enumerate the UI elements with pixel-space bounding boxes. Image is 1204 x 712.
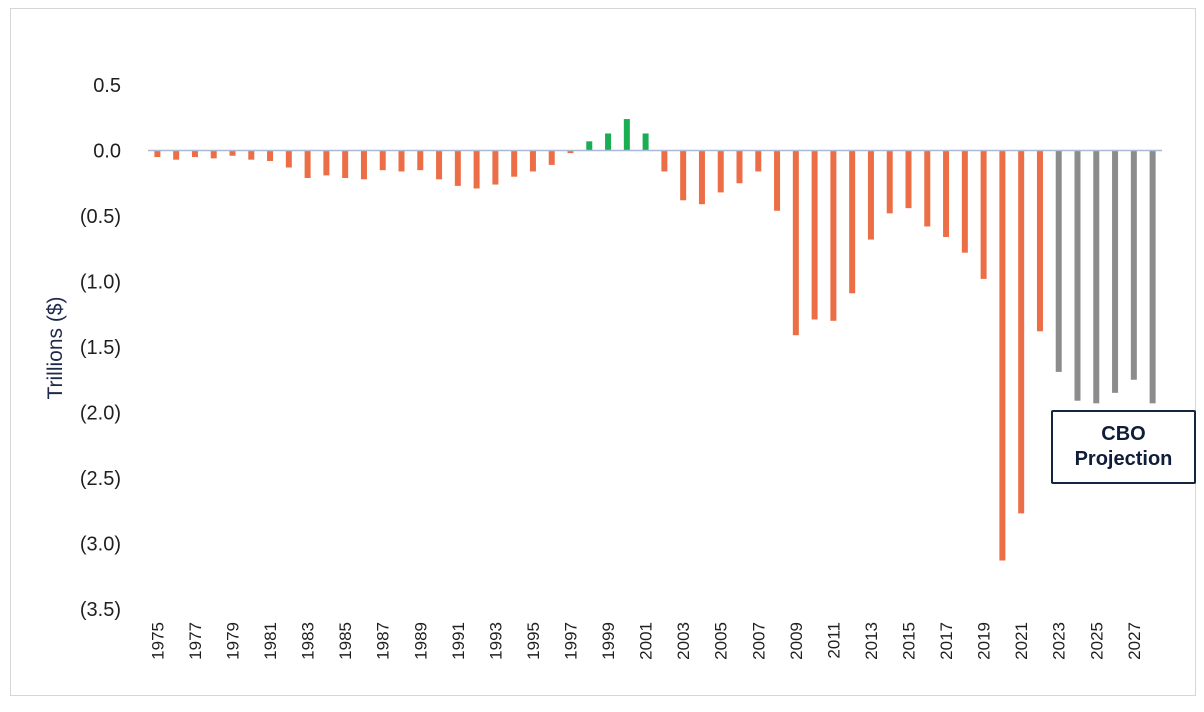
x-tick-label: 1987 [374,622,393,660]
x-tick-label: 2015 [900,622,919,660]
annotation-line-2: Projection [1074,448,1173,470]
bar-2014 [886,150,893,214]
bar-1996 [548,150,555,165]
y-tick-label: (3.0) [80,534,121,556]
bar-2020 [999,150,1006,561]
bar-2027 [1130,150,1137,380]
x-tick-label: 1993 [486,622,505,660]
bar-1982 [285,150,292,168]
y-tick-label: (0.5) [80,206,121,228]
bar-1984 [323,150,330,176]
y-tick-label: 0.0 [93,141,121,163]
bar-2007 [755,150,762,172]
x-tick-label: 1983 [299,622,318,660]
x-tick-label: 2025 [1087,622,1106,660]
bar-2013 [867,150,874,240]
x-tick-label: 1997 [562,622,581,660]
bar-1990 [436,150,443,180]
x-tick-label: 1979 [224,622,243,660]
bar-1979 [229,150,236,156]
bar-2005 [717,150,724,193]
bar-1992 [473,150,480,189]
bar-2024 [1074,150,1081,401]
bar-1975 [154,150,161,158]
bar-1983 [304,150,311,179]
x-tick-label: 1977 [186,622,205,660]
bar-2003 [680,150,687,201]
bar-2021 [1018,150,1025,514]
y-tick-label: (2.5) [80,468,121,490]
y-tick-label: (3.5) [80,599,121,621]
bar-2004 [698,150,705,205]
bar-1980 [248,150,255,160]
bar-1994 [511,150,518,177]
bar-1989 [417,150,424,171]
x-tick-label: 2027 [1125,622,1144,660]
bar-1981 [267,150,274,161]
bar-1987 [379,150,386,171]
x-tick-label: 1981 [261,622,280,660]
bar-2008 [774,150,781,211]
bar-1993 [492,150,499,185]
bar-2006 [736,150,743,184]
x-tick-label: 1991 [449,622,468,660]
bar-2028 [1149,150,1156,404]
bar-2001 [642,133,649,151]
bar-2009 [792,150,799,336]
bar-1988 [398,150,405,172]
x-tick-label: 2009 [787,622,806,660]
bar-1986 [360,150,367,180]
bar-2026 [1112,150,1119,393]
x-tick-label: 1975 [148,622,167,660]
x-tick-label: 1985 [336,622,355,660]
bar-1991 [454,150,461,186]
x-tick-label: 2021 [1012,622,1031,660]
bar-2000 [623,119,630,151]
bar-2025 [1093,150,1100,404]
x-tick-label: 1999 [599,622,618,660]
x-tick-label: 2011 [824,622,843,659]
x-tick-label: 2003 [674,622,693,660]
y-axis-label: Trillions ($) [44,296,67,399]
bar-2010 [811,150,818,320]
x-tick-label: 2019 [975,622,994,660]
y-tick-label: 0.5 [93,75,121,97]
chart-frame [10,8,1196,696]
bar-2016 [924,150,931,227]
bar-1995 [529,150,536,172]
x-tick-label: 2013 [862,622,881,660]
x-tick-label: 2001 [637,622,656,660]
x-tick-label: 2007 [749,622,768,660]
y-tick-labels: 0.5 0.0 (0.5) (1.0) (1.5) (2.0) (2.5) (3.0) (3.5… [80,75,121,621]
bar-2017 [943,150,950,237]
bar-2002 [661,150,668,172]
cbo-projection-annotation: CBO Projection [1051,410,1196,484]
x-tick-labels: 1975 1977 1979 1981 1983 1985 1987 1989 1991 1993… [148,622,1143,660]
bar-1997 [567,150,574,154]
y-tick-label: (1.0) [80,272,121,294]
bar-1978 [210,150,217,159]
bar-2019 [980,150,987,279]
x-tick-label: 2017 [937,622,956,660]
bar-1985 [342,150,349,179]
y-tick-label: (2.0) [80,403,121,425]
bar-1999 [605,133,612,151]
annotation-line-1: CBO [1101,423,1146,445]
bar-2022 [1036,150,1043,332]
bar-1998 [586,141,593,151]
bar-2012 [849,150,856,294]
bars [154,119,1156,561]
bar-2018 [961,150,968,253]
x-tick-label: 1989 [411,622,430,660]
x-tick-label: 2005 [712,622,731,660]
x-tick-label: 1995 [524,622,543,660]
bar-2015 [905,150,912,209]
bar-2011 [830,150,837,321]
x-tick-label: 2023 [1050,622,1069,660]
bar-1976 [173,150,180,160]
bar-1977 [191,150,198,158]
bar-2023 [1055,150,1062,372]
y-tick-label: (1.5) [80,337,121,359]
